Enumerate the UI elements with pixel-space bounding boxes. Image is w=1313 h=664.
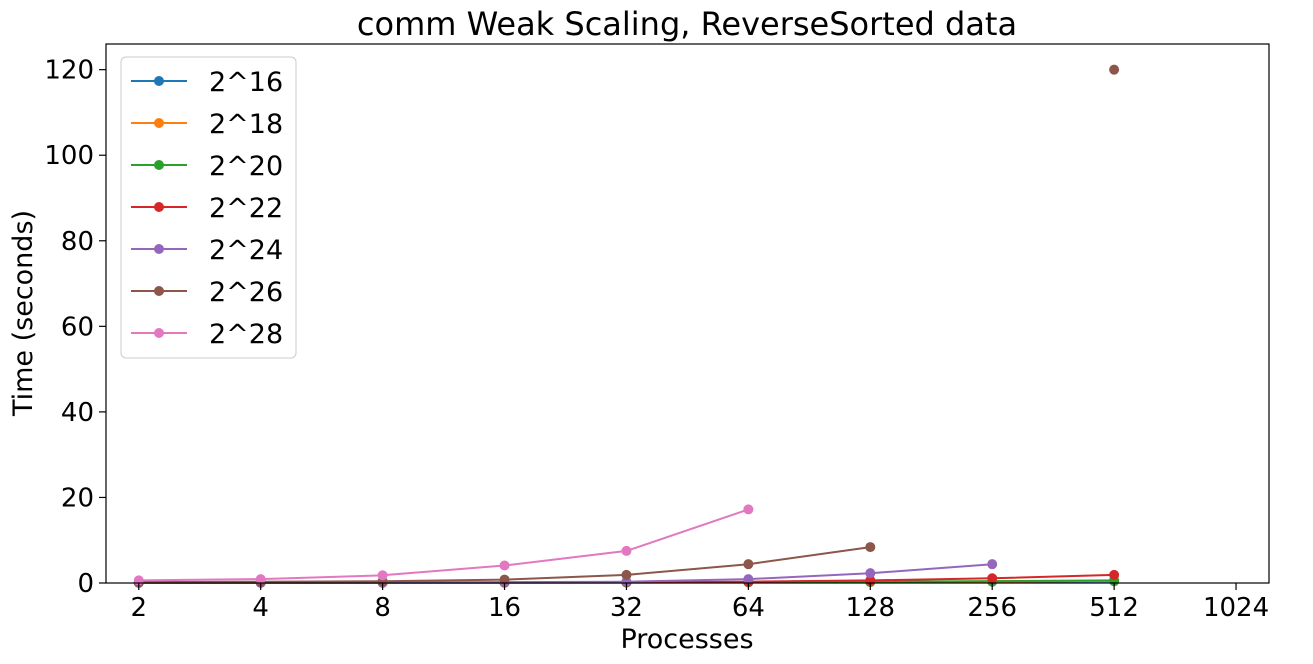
- legend-label: 2^26: [209, 277, 283, 308]
- legend-marker: [154, 328, 164, 338]
- y-tick-label: 80: [61, 227, 94, 257]
- legend-marker: [154, 286, 164, 296]
- data-point: [987, 559, 998, 570]
- y-tick-label: 60: [61, 312, 94, 342]
- data-point: [865, 542, 876, 553]
- data-point: [255, 574, 266, 585]
- x-axis: 2 4 8 16 32 64 128 256 512 1024: [131, 583, 1269, 623]
- x-tick-label: 64: [732, 593, 765, 623]
- legend-box: [120, 56, 297, 359]
- x-axis-title: Processes: [620, 624, 753, 655]
- chart-title: comm Weak Scaling, ReverseSorted data: [357, 5, 1017, 43]
- y-axis-title: Time (seconds): [8, 210, 39, 417]
- data-point: [621, 545, 632, 556]
- data-point: [743, 559, 754, 570]
- data-point: [743, 574, 754, 585]
- data-point: [1109, 569, 1120, 580]
- data-point: [987, 573, 998, 584]
- x-tick-label: 2: [131, 593, 148, 623]
- y-tick-label: 100: [44, 141, 94, 171]
- data-point: [621, 569, 632, 580]
- legend-marker: [154, 118, 164, 128]
- legend-label: 2^16: [209, 67, 283, 98]
- x-tick-label: 512: [1089, 593, 1139, 623]
- y-axis: 0 20 40 60 80 100 120: [44, 56, 106, 599]
- x-tick-label: 128: [845, 593, 895, 623]
- legend-marker: [154, 244, 164, 254]
- data-point: [621, 576, 632, 587]
- data-point: [499, 560, 510, 571]
- data-point: [865, 568, 876, 579]
- data-point: [743, 504, 754, 515]
- legend-label: 2^20: [209, 151, 283, 182]
- series-line: [138, 508, 749, 582]
- y-tick-label: 0: [77, 569, 94, 599]
- legend: 2^16 2^18 2^20 2^22 2^24 2^26 2^28: [120, 56, 297, 359]
- legend-marker: [154, 160, 164, 170]
- y-tick-label: 120: [44, 56, 94, 86]
- x-tick-label: 32: [610, 593, 643, 623]
- y-tick-label: 40: [61, 398, 94, 428]
- x-tick-label: 1024: [1203, 593, 1269, 623]
- legend-label: 2^28: [209, 319, 283, 350]
- data-point: [377, 570, 388, 581]
- x-tick-label: 16: [488, 593, 521, 623]
- plot-frame: [105, 43, 1270, 584]
- legend-label: 2^18: [209, 109, 283, 140]
- x-tick-label: 4: [252, 593, 269, 623]
- legend-label: 2^24: [209, 235, 283, 266]
- y-tick-label: 20: [61, 483, 94, 513]
- legend-marker: [154, 202, 164, 212]
- x-tick-label: 8: [374, 593, 391, 623]
- data-point: [499, 574, 510, 585]
- x-tick-label: 256: [967, 593, 1017, 623]
- legend-label: 2^22: [209, 193, 283, 224]
- data-point: [1109, 64, 1120, 75]
- legend-marker: [154, 76, 164, 86]
